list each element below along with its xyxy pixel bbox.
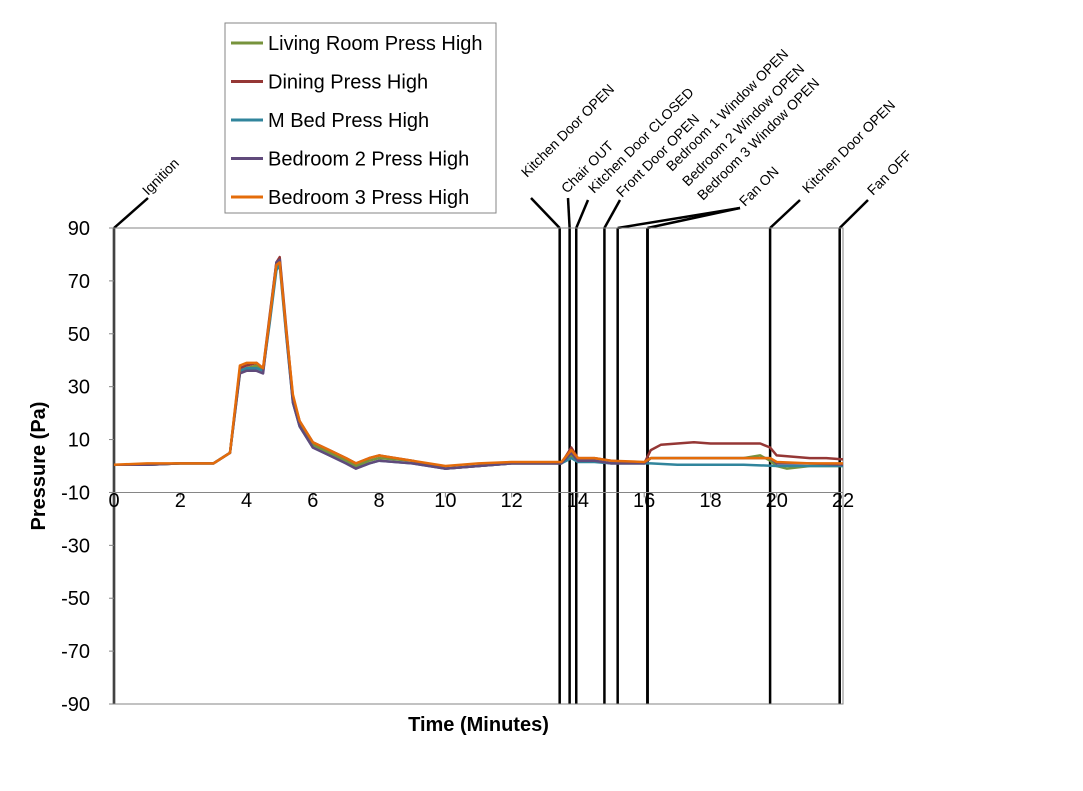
event-leader-line	[769, 199, 801, 229]
y-tick-label: 70	[68, 271, 90, 293]
legend-box	[224, 22, 497, 214]
legend: Living Room Press High Dining Press High M…	[224, 22, 497, 214]
x-tick-label: 4	[241, 490, 252, 512]
x-tick-label: 18	[699, 490, 721, 512]
event-leader-line	[838, 199, 869, 229]
x-tick-label: 14	[567, 490, 589, 512]
y-tick-label: -50	[61, 588, 90, 610]
event-label: Fan OFF	[864, 147, 915, 198]
y-tick-label: -10	[61, 482, 90, 504]
y-tick-label: 90	[68, 218, 90, 240]
event-label: Kitchen Door OPEN	[518, 81, 617, 180]
x-tick-label: 2	[175, 490, 186, 512]
event-leader-line	[647, 206, 741, 230]
event-leader-line	[566, 197, 571, 229]
y-tick-label: -90	[61, 694, 90, 716]
y-axis-ticks: 90 70 50 30 10 -10 -30 -50 -70 -90	[61, 218, 114, 716]
y-axis-title: Pressure (Pa)	[28, 402, 50, 531]
series-line	[114, 261, 843, 470]
event-leader-line	[530, 197, 561, 229]
y-tick-label: -30	[61, 535, 90, 557]
event-label: Ignition	[139, 155, 182, 198]
x-tick-label: 8	[374, 490, 385, 512]
event-label: Fan ON	[736, 163, 782, 209]
y-tick-label: 30	[68, 377, 90, 399]
legend-entry-label: Dining Press High	[268, 72, 428, 94]
x-axis-title: Time (Minutes)	[408, 714, 549, 736]
series-line	[114, 263, 843, 470]
x-tick-label: 12	[501, 490, 523, 512]
series-line	[114, 255, 844, 470]
x-tick-label: 22	[832, 490, 854, 512]
event-leader-line	[575, 199, 590, 229]
x-tick-label: 20	[766, 490, 788, 512]
series-line	[114, 258, 844, 470]
legend-entry-label: M Bed Press High	[268, 110, 429, 132]
event-leader-line	[113, 197, 149, 229]
x-axis-ticks: 0 2 4 6 8 10 12 14 16 18 20 22	[108, 490, 854, 512]
series-line	[113, 261, 843, 468]
x-tick-label: 0	[108, 490, 119, 512]
y-tick-label: -70	[61, 641, 90, 663]
data-series	[113, 255, 844, 470]
y-tick-label: 10	[68, 430, 90, 452]
x-tick-label: 10	[434, 490, 456, 512]
legend-entry-label: Living Room Press High	[268, 33, 483, 55]
legend-entry-label: Bedroom 3 Press High	[268, 187, 469, 209]
x-tick-label: 6	[307, 490, 318, 512]
event-leader-line	[603, 199, 622, 229]
x-tick-label: 16	[633, 490, 655, 512]
y-tick-label: 50	[68, 324, 90, 346]
legend-entry-label: Bedroom 2 Press High	[268, 149, 469, 171]
